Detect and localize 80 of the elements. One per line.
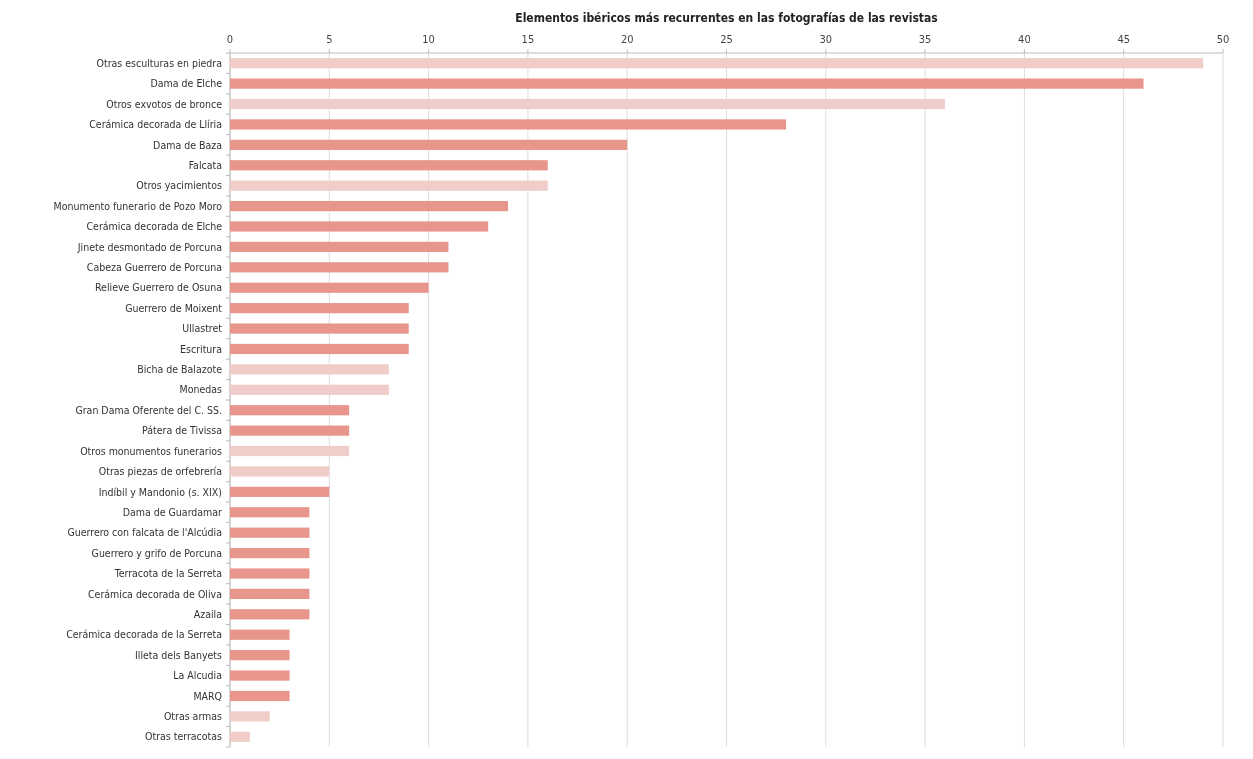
bar — [230, 119, 787, 130]
y-tick-label: Jinete desmontado de Porcuna — [76, 240, 222, 253]
bar — [230, 364, 389, 375]
x-tick-label: 45 — [1117, 33, 1130, 46]
x-tick-label: 30 — [819, 33, 833, 46]
bar — [230, 731, 250, 742]
y-tick-label: Indíbil y Mandonio (s. XIX) — [98, 485, 222, 498]
bar — [230, 58, 1204, 69]
x-tick-label: 10 — [422, 33, 435, 46]
bar — [230, 323, 409, 334]
bar — [230, 690, 290, 702]
y-tick-label: MARQ — [193, 689, 222, 702]
bar — [230, 507, 310, 518]
bar — [230, 466, 330, 477]
bar — [230, 568, 310, 579]
bar — [230, 425, 350, 436]
y-tick-label: Bicha de Balazote — [137, 363, 223, 376]
bar — [230, 98, 945, 110]
x-tick-label: 20 — [620, 33, 634, 46]
y-tick-label: Terracota de la Serreta — [113, 567, 222, 580]
y-tick-label: Otras piezas de orfebrería — [98, 465, 222, 478]
x-tick-label: 25 — [720, 33, 733, 46]
bar — [230, 180, 548, 191]
y-tick-label: Otras terracotas — [145, 730, 223, 743]
y-tick-label: Illeta dels Banyets — [135, 648, 223, 661]
y-tick-label: Ullastret — [182, 322, 223, 335]
y-tick-label: Relieve Guerrero de Osuna — [94, 281, 222, 294]
y-tick-label: Otros exvotos de bronce — [106, 97, 223, 110]
y-tick-label: Otros yacimientos — [136, 179, 223, 192]
y-tick-label: Guerrero y grifo de Porcuna — [91, 546, 222, 559]
x-tick-label: 40 — [1018, 33, 1031, 46]
bar — [230, 629, 290, 640]
y-tick-label: Cabeza Guerrero de Porcuna — [86, 261, 222, 273]
y-tick-label: Dama de Elche — [150, 77, 223, 90]
y-tick-label: Monedas — [179, 383, 223, 396]
y-tick-label: Guerrero con falcata de l'Alcúdia — [67, 526, 222, 539]
y-tick-label: Otras armas — [163, 710, 223, 723]
y-tick-label: Cerámica decorada de Oliva — [87, 587, 222, 600]
bar — [230, 343, 409, 355]
bar — [230, 445, 350, 457]
y-tick-label: Otros monumentos funerarios — [80, 444, 223, 457]
y-tick-label: Cerámica decorada de la Serreta — [66, 628, 222, 641]
chart-title: Elementos ibéricos más recurrentes en las fotografías de las revistas — [515, 11, 938, 25]
bar — [230, 384, 389, 395]
bar — [230, 78, 1144, 89]
y-tick-label: Escritura — [180, 342, 222, 355]
bar — [230, 486, 330, 497]
bar — [230, 609, 310, 620]
bar — [230, 547, 310, 559]
bar — [230, 303, 409, 314]
bar — [230, 221, 489, 232]
y-tick-label: Monumento funerario de Pozo Moro — [53, 199, 223, 212]
y-tick-label: Pátera de Tivissa — [142, 424, 222, 437]
y-tick-label: Azaila — [193, 608, 222, 620]
bar — [230, 670, 290, 681]
bar — [230, 588, 310, 600]
y-tick-label: Guerrero de Moixent — [125, 301, 223, 314]
x-tick-label: 35 — [918, 33, 932, 46]
x-tick-label: 5 — [326, 33, 333, 46]
bar — [230, 160, 548, 171]
x-tick-label: 50 — [1216, 33, 1230, 46]
bar — [230, 405, 350, 416]
bar — [230, 262, 449, 273]
y-tick-label: Cerámica decorada de Elche — [86, 220, 223, 233]
bar — [230, 241, 449, 253]
bar — [230, 139, 628, 150]
bar — [230, 527, 310, 538]
bar — [230, 282, 429, 293]
bar — [230, 200, 509, 212]
bar — [230, 650, 290, 661]
y-tick-label: Dama de Guardamar — [122, 505, 223, 518]
y-tick-label: Cerámica decorada de Llíria — [89, 118, 222, 131]
y-tick-label: La Alcudia — [173, 669, 222, 682]
x-tick-label: 0 — [226, 33, 234, 46]
x-tick-label: 15 — [521, 33, 535, 46]
y-tick-label: Otras esculturas en piedra — [96, 56, 222, 69]
y-tick-label: Dama de Baza — [153, 138, 222, 151]
bar — [230, 711, 270, 722]
y-tick-label: Gran Dama Oferente del C. SS. — [75, 403, 222, 416]
y-tick-label: Falcata — [188, 158, 222, 171]
